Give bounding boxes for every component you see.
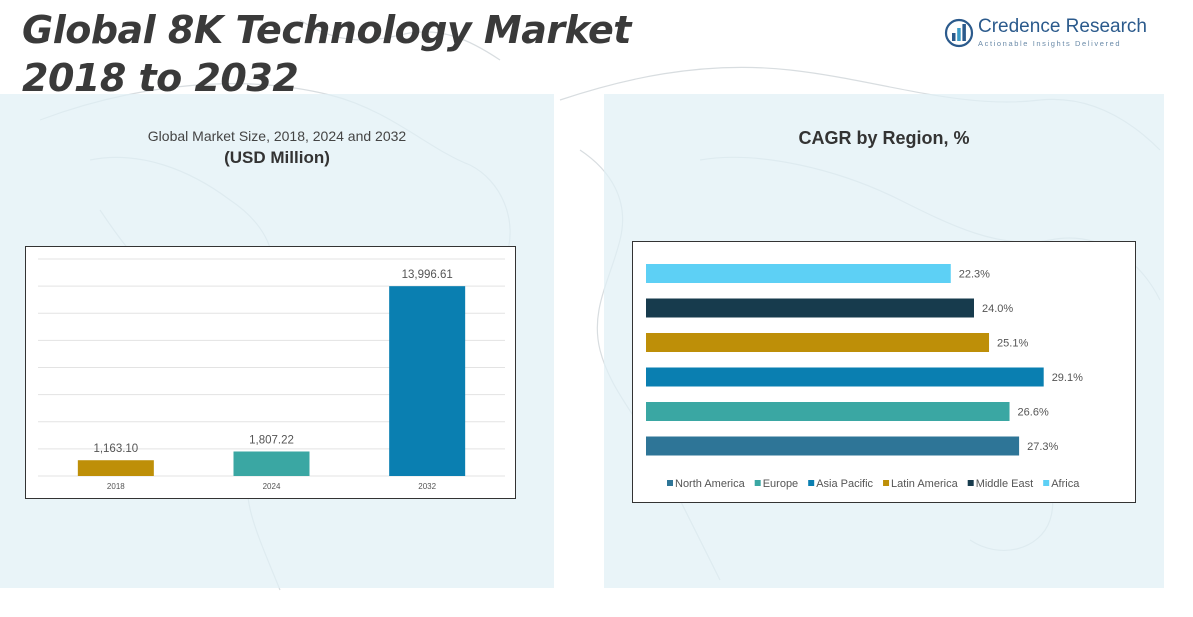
hbar-label-middle-east: 24.0% — [982, 303, 1013, 315]
legend-swatch — [1043, 480, 1050, 486]
legend-item-north-america: North America — [667, 478, 746, 490]
hbar-label-latin-america: 25.1% — [997, 338, 1028, 350]
market-size-chart-subtitle: (USD Million) — [224, 148, 330, 167]
hbar-asia-pacific — [646, 367, 1044, 387]
cagr-chart-title: CAGR by Region, % — [798, 128, 970, 148]
legend-label: Middle East — [976, 478, 1033, 490]
market-size-chart-svg: 1,163.10 2018 1,807.22 2024 13,996.61 2032 — [38, 258, 505, 491]
hbar-label-north-america: 27.3% — [1027, 441, 1058, 453]
bar-2018 — [77, 460, 154, 476]
legend-label: Asia Pacific — [816, 478, 873, 490]
hbar-label-europe: 26.6% — [1018, 407, 1049, 419]
main-title: Global 8K Technology Market 2018 to 2032 — [22, 6, 662, 102]
cagr-chart-svg: 22.3% 24.0% 25.1% 29.1% 26.6% 27.3% North Amer… — [646, 264, 1083, 490]
title-line-2: 2018 to 2032 — [22, 56, 299, 100]
legend-item-latin-america: Latin America — [883, 478, 959, 490]
bar-2032 — [389, 286, 466, 476]
hbar-africa — [646, 264, 951, 283]
hbar-europe — [646, 402, 1010, 421]
title-line-1: Global 8K Technology Market — [22, 8, 631, 52]
legend-item-middle-east: Middle East — [967, 478, 1033, 490]
bar-chart-circle-icon — [944, 18, 974, 48]
logo-tagline: Actionable Insights Delivered — [978, 39, 1122, 48]
data-label-2032: 13,996.61 — [402, 269, 453, 281]
x-tick-label-2024: 2024 — [263, 482, 281, 491]
legend-swatch — [667, 480, 673, 486]
legend-swatch — [967, 480, 974, 486]
legend-label: Africa — [1051, 478, 1080, 490]
legend-item-africa: Africa — [1043, 478, 1080, 490]
legend-label: Latin America — [891, 478, 959, 490]
data-label-2018: 1,163.10 — [93, 443, 138, 455]
legend-item-europe: Europe — [754, 478, 798, 490]
x-tick-label-2032: 2032 — [418, 482, 436, 491]
legend-item-asia-pacific: Asia Pacific — [808, 478, 874, 490]
credence-research-logo: Credence Research Actionable Insights De… — [944, 16, 1147, 50]
legend-swatch — [754, 480, 761, 486]
hbar-north-america — [646, 436, 1020, 456]
x-tick-label-2018: 2018 — [107, 482, 125, 491]
legend-label: North America — [675, 478, 746, 490]
hbar-label-asia-pacific: 29.1% — [1052, 372, 1083, 384]
market-size-chart: 1,163.10 2018 1,807.22 2024 13,996.61 2032 — [25, 246, 516, 499]
legend-swatch — [808, 480, 815, 486]
hbar-label-africa: 22.3% — [959, 269, 990, 281]
legend-swatch — [883, 480, 890, 486]
logo-name: Credence Research — [978, 16, 1147, 37]
hbar-latin-america — [646, 333, 990, 352]
bar-2024 — [233, 451, 310, 476]
market-size-chart-title: Global Market Size, 2018, 2024 and 2032 — [147, 128, 407, 144]
cagr-chart: 22.3% 24.0% 25.1% 29.1% 26.6% 27.3% North Amer… — [632, 241, 1136, 503]
hbar-middle-east — [646, 298, 974, 318]
data-label-2024: 1,807.22 — [249, 434, 294, 446]
legend-label: Europe — [763, 478, 798, 490]
